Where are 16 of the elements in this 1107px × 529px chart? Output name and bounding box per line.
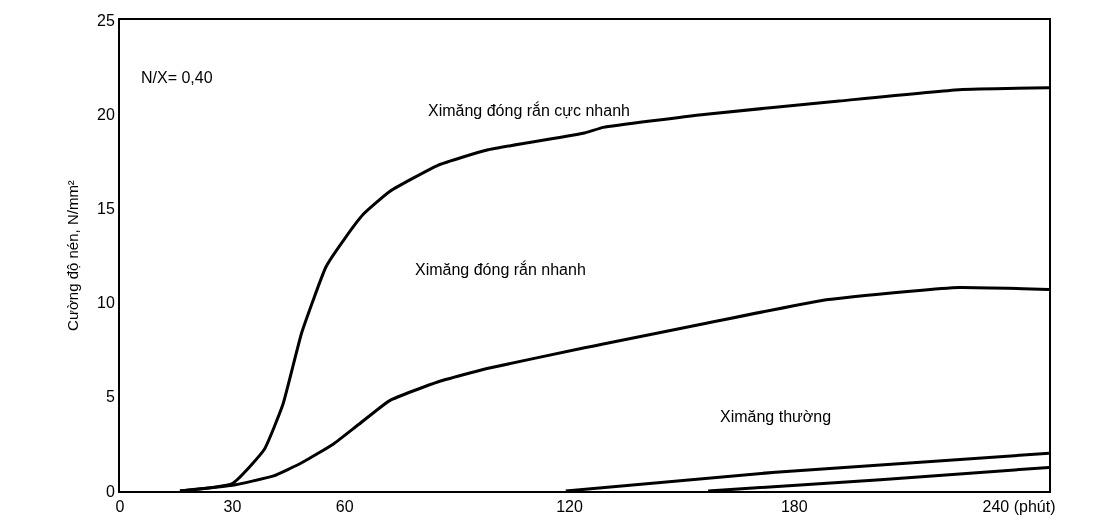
annotation: Ximăng đóng rắn nhanh — [415, 260, 586, 278]
y-tick-label: 25 — [97, 11, 115, 29]
y-tick-label: 5 — [105, 388, 115, 406]
x-tick-label: 30 — [223, 498, 242, 516]
y-tick-label: 0 — [105, 482, 115, 500]
x-tick-label: 60 — [335, 498, 354, 516]
y-tick-label: 15 — [97, 200, 115, 217]
annotation: Ximăng thường — [720, 408, 832, 425]
x-tick-label: 180 — [780, 498, 808, 516]
x-tick-label: 120 — [556, 498, 583, 516]
y-axis-title: Cường độ nén, N/mm² — [63, 180, 81, 331]
annotation: N/X= 0,40 — [141, 69, 213, 86]
y-tick-label: 20 — [97, 105, 115, 123]
x-tick-label: 240 (phút) — [982, 498, 1056, 516]
y-tick-label: 10 — [97, 294, 115, 312]
annotation: Ximăng đóng rắn cực nhanh — [428, 101, 630, 119]
